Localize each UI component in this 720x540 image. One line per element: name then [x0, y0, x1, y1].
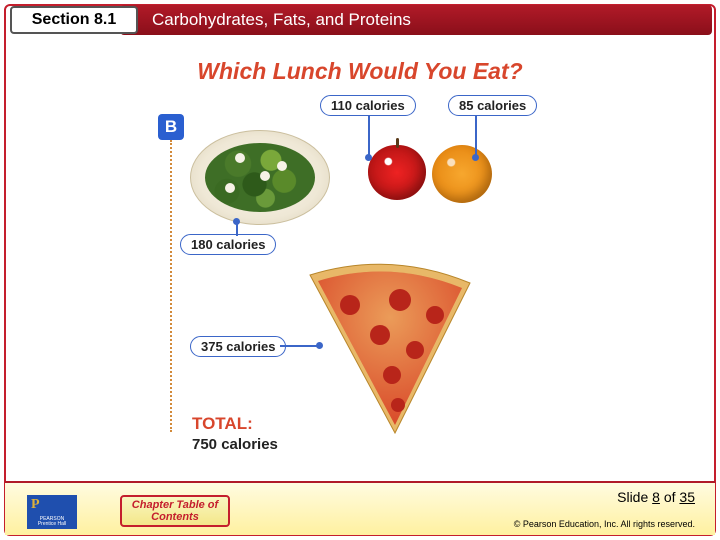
slide-number: Slide 8 of 35: [617, 489, 695, 505]
total-value: 750 calories: [192, 436, 278, 453]
salad-plate: [190, 130, 330, 225]
leader-apple: [368, 116, 370, 156]
question-heading: Which Lunch Would You Eat?: [0, 58, 720, 85]
slide-current: 8: [652, 489, 660, 505]
publisher-logo-text: PEARSON Prentice Hall: [38, 517, 66, 527]
toc-label: Chapter Table of Contents: [122, 499, 228, 523]
copyright: © Pearson Education, Inc. All rights res…: [514, 519, 695, 529]
callout-pizza: 375 calories: [190, 336, 286, 357]
publisher-p-icon: P: [31, 497, 40, 513]
leader-pizza: [280, 345, 318, 347]
slide-prefix: Slide: [617, 489, 652, 505]
publisher-bottom: Prentice Hall: [38, 521, 66, 527]
leader-dot-pizza: [316, 342, 323, 349]
slide-mid: of: [660, 489, 679, 505]
main-content: Which Lunch Would You Eat? B 110 calorie…: [0, 40, 720, 480]
dotted-connector: [170, 140, 172, 432]
apple-icon: [368, 145, 426, 200]
leader-dot-orange: [472, 154, 479, 161]
publisher-logo: P PEARSON Prentice Hall: [27, 495, 77, 529]
leader-salad: [236, 224, 238, 236]
header-title: Carbohydrates, Fats, and Proteins: [152, 10, 411, 30]
toc-button[interactable]: Chapter Table of Contents: [120, 495, 230, 527]
section-tab: Section 8.1: [10, 6, 138, 34]
salad-icon: [205, 143, 315, 212]
footer: P PEARSON Prentice Hall Chapter Table of…: [5, 481, 715, 535]
callout-salad: 180 calories: [180, 234, 276, 255]
callout-orange: 85 calories: [448, 95, 537, 116]
leader-dot-apple: [365, 154, 372, 161]
leader-orange: [475, 116, 477, 156]
slide-total: 35: [679, 489, 695, 505]
orange-icon: [432, 145, 492, 203]
callout-apple: 110 calories: [320, 95, 416, 116]
leader-dot-salad: [233, 218, 240, 225]
option-badge: B: [158, 114, 184, 140]
total-label: TOTAL:: [192, 414, 253, 434]
